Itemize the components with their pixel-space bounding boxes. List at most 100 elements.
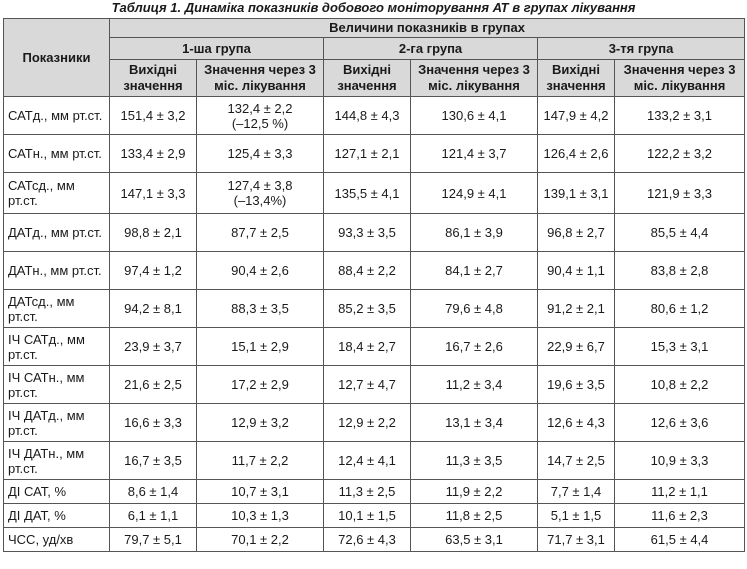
cell-group1-baseline: 151,4 ± 3,2 (109, 96, 197, 135)
table-row: ДІ САТ, % 8,6 ± 1,4 10,7 ± 3,1 11,3 ± 2,5 11… (3, 479, 746, 504)
cell-group3-after: 80,6 ± 1,2 (613, 289, 746, 328)
cell-group1-after: 88,3 ± 3,5 (196, 289, 324, 328)
cell-group2-after: 63,5 ± 3,1 (410, 527, 538, 552)
cell-group1-baseline: 94,2 ± 8,1 (109, 289, 197, 328)
row-label: ДАТн., мм рт.ст. (3, 251, 110, 290)
cell-group3-baseline: 139,1 ± 3,1 (537, 172, 615, 214)
cell-group2-after: 130,6 ± 4,1 (410, 96, 538, 135)
cell-group2-baseline: 144,8 ± 4,3 (323, 96, 411, 135)
cell-group2-after: 121,4 ± 3,7 (410, 134, 538, 173)
table-caption: Таблиця 1. Динаміка показників добового … (111, 0, 636, 15)
cell-group1-baseline: 23,9 ± 3,7 (109, 327, 197, 366)
cell-group3-after: 122,2 ± 3,2 (613, 134, 746, 173)
row-label: САТн., мм рт.ст. (3, 134, 110, 173)
header-group-3: 3-тя група (536, 37, 746, 60)
cell-group1-baseline: 6,1 ± 1,1 (109, 503, 197, 528)
cell-group3-baseline: 12,6 ± 4,3 (537, 403, 615, 442)
data-table: Показники Величини показників в групах 1… (3, 18, 746, 552)
header-indicator: Показники (3, 18, 110, 97)
cell-group1-after: 125,4 ± 3,3 (196, 134, 324, 173)
cell-group3-baseline: 71,7 ± 3,1 (537, 527, 615, 552)
row-label: ДІ САТ, % (3, 479, 110, 504)
cell-group2-baseline: 135,5 ± 4,1 (323, 172, 411, 214)
cell-group2-baseline: 18,4 ± 2,7 (323, 327, 411, 366)
header-values-group: Величини показників в групах (108, 18, 746, 38)
row-label: ЧСС, уд/хв (3, 527, 110, 552)
cell-group1-after: 15,1 ± 2,9 (196, 327, 324, 366)
cell-group3-baseline: 91,2 ± 2,1 (537, 289, 615, 328)
cell-value: 70,1 ± 2,2 (231, 532, 289, 547)
cell-group1-after: 132,4 ± 2,2 (–12,5 %) (196, 96, 324, 135)
cell-group3-baseline: 14,7 ± 2,5 (537, 441, 615, 480)
cell-change-percent: (–12,5 %) (231, 115, 289, 131)
cell-group2-baseline: 11,3 ± 2,5 (323, 479, 411, 504)
cell-group3-baseline: 7,7 ± 1,4 (537, 479, 615, 504)
cell-group2-after: 16,7 ± 2,6 (410, 327, 538, 366)
cell-group3-after: 83,8 ± 2,8 (613, 251, 746, 290)
cell-group3-baseline: 19,6 ± 3,5 (537, 365, 615, 404)
header-baseline: Вихідні значення (109, 59, 197, 97)
cell-value: 127,4 ± 3,8 (227, 178, 293, 193)
cell-value: 125,4 ± 3,3 (227, 146, 293, 161)
cell-group2-baseline: 88,4 ± 2,2 (323, 251, 411, 290)
cell-group1-baseline: 16,7 ± 3,5 (109, 441, 197, 480)
table-row: ІЧ ДАТд., мм рт.ст. 16,6 ± 3,3 12,9 ± 3,2 1… (3, 403, 746, 442)
cell-group1-after: 90,4 ± 2,6 (196, 251, 324, 290)
row-label: ДАТсд., мм рт.ст. (3, 289, 110, 328)
header-after: Значення через 3 міс. лікування (613, 59, 746, 97)
cell-group1-baseline: 97,4 ± 1,2 (109, 251, 197, 290)
table-row: ЧСС, уд/хв 79,7 ± 5,1 70,1 ± 2,2 72,6 ± 4,3… (3, 527, 746, 552)
header-after: Значення через 3 міс. лікування (196, 59, 324, 97)
table-row: ІЧ САТд., мм рт.ст. 23,9 ± 3,7 15,1 ± 2,9 1… (3, 327, 746, 366)
cell-group3-after: 10,9 ± 3,3 (613, 441, 746, 480)
cell-group3-after: 10,8 ± 2,2 (613, 365, 746, 404)
row-label: ІЧ ДАТд., мм рт.ст. (3, 403, 110, 442)
cell-group3-baseline: 147,9 ± 4,2 (537, 96, 615, 135)
header-after: Значення через 3 міс. лікування (410, 59, 538, 97)
row-label: САТсд., мм рт.ст. (3, 172, 110, 214)
cell-group2-after: 11,9 ± 2,2 (410, 479, 538, 504)
cell-group2-after: 11,8 ± 2,5 (410, 503, 538, 528)
cell-group3-baseline: 90,4 ± 1,1 (537, 251, 615, 290)
cell-group3-baseline: 126,4 ± 2,6 (537, 134, 615, 173)
cell-value: 17,2 ± 2,9 (231, 377, 289, 392)
cell-group1-baseline: 21,6 ± 2,5 (109, 365, 197, 404)
cell-value: 10,3 ± 1,3 (231, 508, 289, 523)
cell-group1-after: 10,3 ± 1,3 (196, 503, 324, 528)
cell-group1-baseline: 79,7 ± 5,1 (109, 527, 197, 552)
cell-group2-after: 84,1 ± 2,7 (410, 251, 538, 290)
cell-group3-baseline: 22,9 ± 6,7 (537, 327, 615, 366)
cell-group3-after: 11,6 ± 2,3 (613, 503, 746, 528)
cell-group1-baseline: 133,4 ± 2,9 (109, 134, 197, 173)
cell-group1-after: 127,4 ± 3,8 (–13,4%) (196, 172, 324, 214)
cell-group2-after: 124,9 ± 4,1 (410, 172, 538, 214)
cell-group2-baseline: 12,4 ± 4,1 (323, 441, 411, 480)
table-row: ДАТсд., мм рт.ст. 94,2 ± 8,1 88,3 ± 3,5 85,… (3, 289, 746, 328)
header-baseline: Вихідні значення (323, 59, 411, 97)
cell-group3-after: 121,9 ± 3,3 (613, 172, 746, 214)
row-label: ДАТд., мм рт.ст. (3, 213, 110, 252)
row-label: ІЧ ДАТн., мм рт.ст. (3, 441, 110, 480)
cell-group2-baseline: 12,9 ± 2,2 (323, 403, 411, 442)
cell-group1-baseline: 16,6 ± 3,3 (109, 403, 197, 442)
row-label: ІЧ САТд., мм рт.ст. (3, 327, 110, 366)
cell-group1-after: 70,1 ± 2,2 (196, 527, 324, 552)
cell-group3-baseline: 5,1 ± 1,5 (537, 503, 615, 528)
cell-value: 90,4 ± 2,6 (231, 263, 289, 278)
cell-group1-after: 11,7 ± 2,2 (196, 441, 324, 480)
cell-group2-baseline: 127,1 ± 2,1 (323, 134, 411, 173)
cell-group2-baseline: 85,2 ± 3,5 (323, 289, 411, 328)
cell-value: 88,3 ± 3,5 (231, 301, 289, 316)
cell-group3-after: 61,5 ± 4,4 (613, 527, 746, 552)
table-row: САТсд., мм рт.ст. 147,1 ± 3,3 127,4 ± 3,8(… (3, 172, 746, 214)
cell-value: 11,7 ± 2,2 (231, 453, 289, 468)
cell-group2-baseline: 93,3 ± 3,5 (323, 213, 411, 252)
cell-group1-after: 10,7 ± 3,1 (196, 479, 324, 504)
cell-group2-after: 79,6 ± 4,8 (410, 289, 538, 328)
table-row: ДІ ДАТ, % 6,1 ± 1,1 10,3 ± 1,3 10,1 ± 1,5 11… (3, 503, 746, 528)
cell-group2-after: 13,1 ± 3,4 (410, 403, 538, 442)
row-label: САТд., мм рт.ст. (3, 96, 110, 135)
cell-group2-after: 11,2 ± 3,4 (410, 365, 538, 404)
table-row: САТн., мм рт.ст. 133,4 ± 2,9 125,4 ± 3,3 12… (3, 134, 746, 173)
row-label: ІЧ САТн., мм рт.ст. (3, 365, 110, 404)
